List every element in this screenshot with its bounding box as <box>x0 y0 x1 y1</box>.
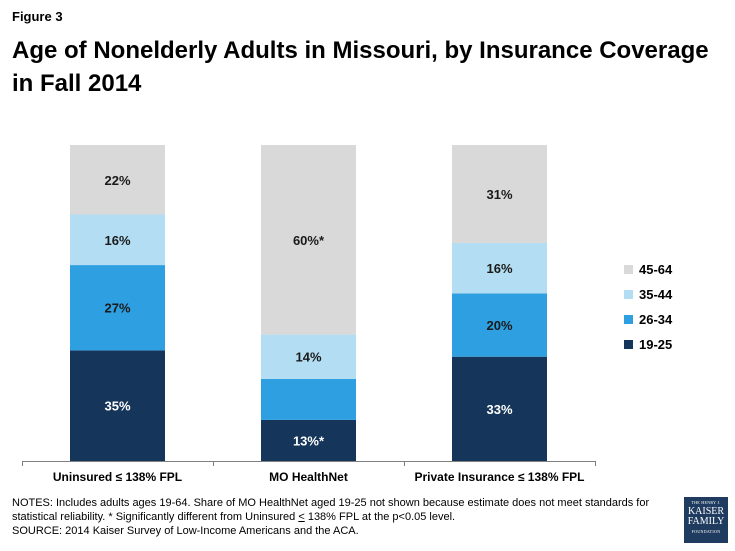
notes-line-2: statistical reliability. * Significantly… <box>12 510 667 524</box>
notes-line-2-b: 138% FPL at the p<0.05 level. <box>304 511 456 523</box>
stacked-bar-chart: 35% 27% 16% 22% Uninsured ≤ 138% FPL 13%* 14% 6… <box>22 145 673 484</box>
data-label-45-64-cat-2: 31% <box>486 187 512 202</box>
data-label-45-64-cat-0: 22% <box>104 173 130 188</box>
bar-segment-26-34-cat-2 <box>452 293 547 357</box>
logo-line-3: FAMILY <box>687 516 725 527</box>
category-label-2: Private Insurance ≤ 138% FPL <box>415 470 585 484</box>
legend-label-45-64: 45-64 <box>639 262 673 277</box>
category-label-1: MO HealthNet <box>269 470 348 484</box>
legend-swatch-19-25 <box>624 340 633 349</box>
chart-title: Age of Nonelderly Adults in Missouri, by… <box>12 37 709 97</box>
logo-line-2: KAISER <box>687 506 725 517</box>
bar-segment-26-34-cat-0 <box>70 265 165 351</box>
figure-label: Figure 3 <box>12 9 63 24</box>
notes: NOTES: Includes adults ages 19-64. Share… <box>12 496 667 538</box>
bar-segment-45-64-cat-0 <box>70 145 165 215</box>
data-label-19-25-cat-1: 13%* <box>293 433 325 448</box>
bar-segment-19-25-cat-1 <box>261 419 356 461</box>
bar-segment-35-44-cat-0 <box>70 214 165 266</box>
legend-swatch-26-34 <box>624 315 633 324</box>
legend-swatch-35-44 <box>624 290 633 299</box>
notes-line-1: NOTES: Includes adults ages 19-64. Share… <box>12 497 650 509</box>
data-label-35-44-cat-1: 14% <box>295 350 321 365</box>
bar-segment-19-25-cat-0 <box>70 350 165 461</box>
notes-line-2-a: statistical reliability. * Significantly… <box>12 511 299 523</box>
data-label-45-64-cat-1: 60%* <box>293 233 325 248</box>
bar-segment-19-25-cat-2 <box>452 356 547 461</box>
data-label-19-25-cat-2: 33% <box>486 402 512 417</box>
bar-segment-35-44-cat-1 <box>261 334 356 379</box>
source-line: SOURCE: 2014 Kaiser Survey of Low-Income… <box>12 525 359 537</box>
logo-line-1: THE HENRY J. <box>691 500 721 505</box>
bar-segment-45-64-cat-2 <box>452 145 547 243</box>
data-label-19-25-cat-0: 35% <box>104 399 130 414</box>
legend-label-35-44: 35-44 <box>639 287 673 302</box>
kff-logo: THE HENRY J. KAISER FAMILY FOUNDATION <box>684 497 728 543</box>
logo-line-4: FOUNDATION <box>691 529 721 534</box>
legend-label-19-25: 19-25 <box>639 337 672 352</box>
category-label-0: Uninsured ≤ 138% FPL <box>53 470 182 484</box>
bar-segment-45-64-cat-1 <box>261 145 356 335</box>
data-label-35-44-cat-0: 16% <box>104 233 130 248</box>
legend-swatch-45-64 <box>624 265 633 274</box>
bar-segment-35-44-cat-2 <box>452 242 547 294</box>
legend-label-26-34: 26-34 <box>639 312 673 327</box>
data-label-26-34-cat-2: 20% <box>486 318 512 333</box>
notes-le-symbol: < <box>298 511 305 523</box>
data-label-35-44-cat-2: 16% <box>486 261 512 276</box>
bar-segment-26-34-cat-1 <box>261 378 356 420</box>
data-label-26-34-cat-0: 27% <box>104 301 130 316</box>
